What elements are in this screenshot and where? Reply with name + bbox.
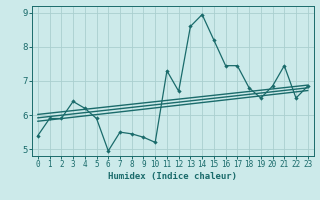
X-axis label: Humidex (Indice chaleur): Humidex (Indice chaleur) bbox=[108, 172, 237, 181]
